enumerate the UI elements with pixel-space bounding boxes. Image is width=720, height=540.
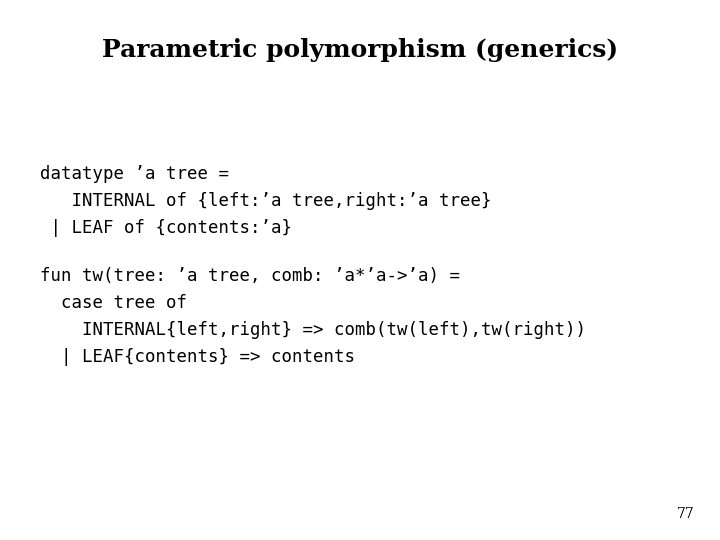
- Text: | LEAF{contents} => contents: | LEAF{contents} => contents: [40, 348, 355, 366]
- Text: case tree of: case tree of: [40, 294, 186, 312]
- Text: INTERNAL{left,right} => comb(tw(left),tw(right)): INTERNAL{left,right} => comb(tw(left),tw…: [40, 321, 585, 339]
- Text: | LEAF of {contents:’a}: | LEAF of {contents:’a}: [40, 219, 292, 237]
- Text: Parametric polymorphism (generics): Parametric polymorphism (generics): [102, 38, 618, 62]
- Text: 77: 77: [677, 507, 695, 521]
- Text: INTERNAL of {left:’a tree,right:’a tree}: INTERNAL of {left:’a tree,right:’a tree}: [40, 192, 491, 210]
- Text: datatype ’a tree =: datatype ’a tree =: [40, 165, 229, 183]
- Text: fun tw(tree: ’a tree, comb: ’a*’a->’a) =: fun tw(tree: ’a tree, comb: ’a*’a->’a) =: [40, 267, 459, 285]
